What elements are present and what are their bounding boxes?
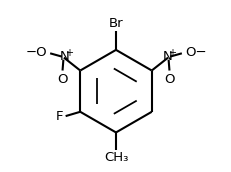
- Text: N: N: [162, 50, 171, 63]
- Text: F: F: [55, 110, 63, 123]
- Text: O−: O−: [184, 46, 206, 60]
- Text: +: +: [167, 48, 175, 58]
- Text: N: N: [60, 50, 69, 63]
- Text: +: +: [65, 48, 73, 58]
- Text: Br: Br: [108, 17, 123, 30]
- Text: −O: −O: [25, 46, 47, 60]
- Text: O: O: [57, 73, 67, 86]
- Text: CH₃: CH₃: [103, 151, 128, 164]
- Text: O: O: [164, 73, 174, 86]
